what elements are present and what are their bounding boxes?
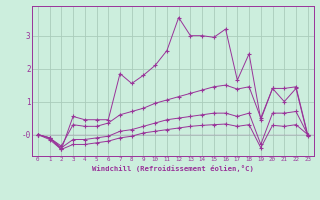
X-axis label: Windchill (Refroidissement éolien,°C): Windchill (Refroidissement éolien,°C) — [92, 165, 254, 172]
